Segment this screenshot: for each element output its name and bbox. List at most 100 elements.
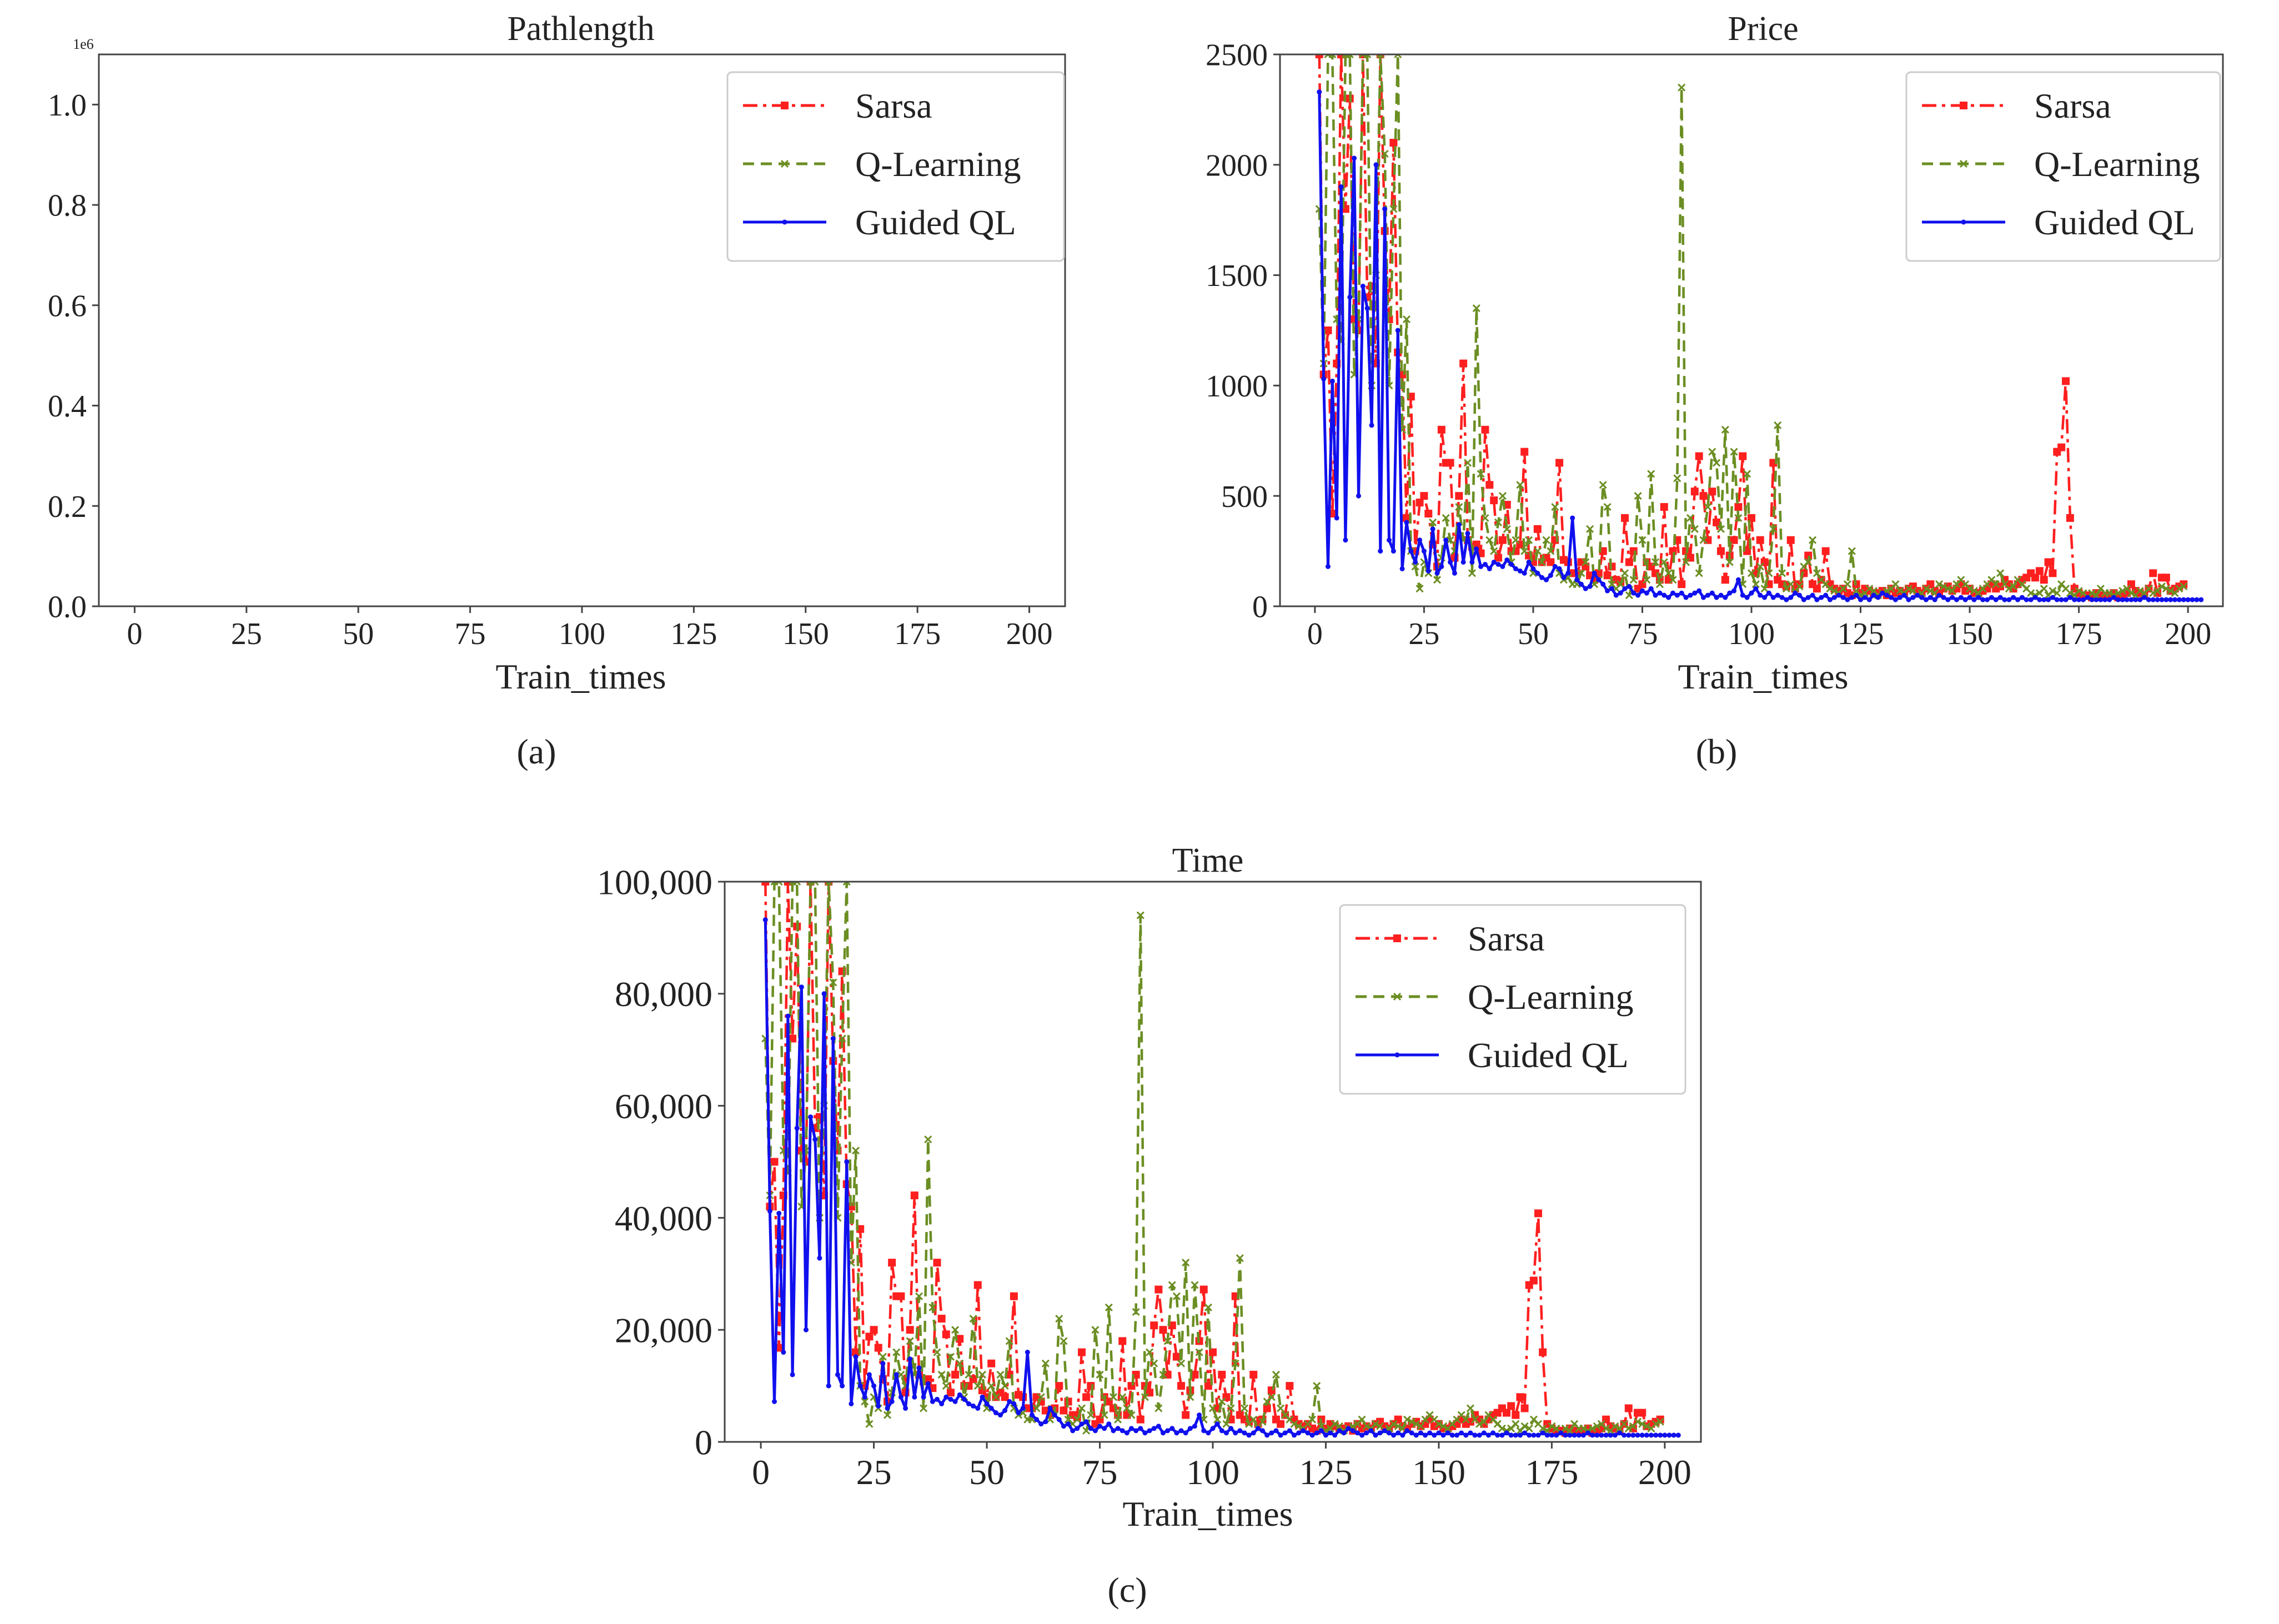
panel-b-point-q_learning	[2088, 589, 2096, 597]
panel-b-point-guided_ql	[1487, 566, 1492, 571]
panel-c-xtick-label: 0	[752, 1452, 770, 1492]
panel-b-point-q_learning	[1774, 421, 1782, 430]
panel-b-point-q_learning	[1629, 576, 1638, 584]
panel-b-point-guided_ql	[2019, 595, 2025, 600]
panel-b-point-q_learning	[2180, 582, 2188, 591]
panel-c-point-guided_ql	[1323, 1432, 1328, 1438]
panel-b-point-q_learning	[1346, 54, 1354, 59]
panel-c-point-guided_ql	[1554, 1432, 1559, 1438]
panel-b-legend-marker-q_learning	[1959, 159, 1968, 168]
panel-c-point-sarsa	[1182, 1411, 1190, 1419]
panel-c-point-guided_ql	[975, 1405, 981, 1411]
panel-b-point-guided_ql	[2063, 597, 2069, 602]
panel-b-ytick-label: 500	[1221, 480, 1268, 514]
panel-b-point-q_learning	[1494, 518, 1503, 526]
panel-c-point-guided_ql	[1120, 1428, 1125, 1434]
panel-c-point-guided_ql	[1535, 1432, 1541, 1438]
panel-b-point-guided_ql	[1609, 586, 1614, 591]
panel-c-ytick-label: 100,000	[597, 862, 712, 902]
panel-b-point-guided_ql	[1744, 595, 1750, 600]
panel-c-point-q_learning	[951, 1326, 960, 1334]
panel-b-point-guided_ql	[1714, 595, 1719, 600]
panel-c-point-guided_ql	[930, 1399, 935, 1404]
panel-c-point-guided_ql	[1449, 1432, 1455, 1438]
panel-c-point-guided_ql	[1219, 1428, 1224, 1434]
panel-a-xtick-label: 0	[127, 617, 142, 651]
panel-b-point-guided_ql	[1413, 559, 1418, 565]
panel-b-point-guided_ql	[1530, 566, 1536, 571]
panel-b-point-sarsa	[1603, 571, 1612, 580]
panel-c-xtick-label: 200	[1638, 1452, 1691, 1492]
panel-c-point-guided_ql	[1282, 1430, 1288, 1436]
panel-c-point-guided_ql	[1142, 1430, 1148, 1436]
panel-c-point-guided_ql	[880, 1361, 886, 1366]
panel-c-point-guided_ql	[1404, 1428, 1410, 1434]
panel-c-point-guided_ql	[840, 1383, 845, 1389]
panel-c-point-q_learning	[1132, 1308, 1140, 1316]
panel-b-point-sarsa	[2057, 443, 2066, 451]
panel-c-point-q_learning	[1204, 1303, 1212, 1311]
panel-c-caption: (c)	[1107, 1570, 1147, 1610]
panel-b-point-guided_ql	[2080, 597, 2086, 602]
panel-a-caption: (a)	[516, 732, 556, 771]
panel-c-point-q_learning	[1150, 1359, 1158, 1367]
panel-c-point-guided_ql	[1508, 1432, 1514, 1438]
panel-c-ytick-label: 60,000	[615, 1087, 712, 1126]
panel-b-point-q_learning	[1891, 580, 1900, 589]
panel-c-point-q_learning	[1512, 1420, 1520, 1428]
panel-a-ytick-label: 0.6	[48, 289, 87, 323]
panel-b-point-guided_ql	[1644, 590, 1649, 596]
panel-b-point-guided_ql	[2107, 597, 2112, 602]
panel-b-point-sarsa	[1730, 536, 1738, 544]
panel-b-point-q_learning	[1922, 585, 1930, 593]
panel-c-legend-label-guided_ql: Guided QL	[1468, 1035, 1629, 1075]
panel-c-point-guided_ql	[1201, 1428, 1207, 1434]
panel-c-ytick-label: 40,000	[615, 1199, 712, 1238]
panel-c-point-sarsa	[1512, 1411, 1520, 1419]
panel-c-point-guided_ql	[1617, 1430, 1622, 1436]
panel-b-point-q_learning	[1690, 525, 1699, 533]
panel-b-point-guided_ql	[1927, 595, 1933, 600]
panel-c-point-q_learning	[1408, 1417, 1416, 1426]
panel-c-point-guided_ql	[1292, 1432, 1297, 1438]
panel-c-point-guided_ql	[844, 1159, 850, 1164]
panel-c-point-guided_ql	[1485, 1432, 1491, 1438]
panel-b-ytick-label: 1000	[1206, 369, 1268, 404]
panel-b-point-guided_ql	[1666, 595, 1671, 600]
panel-c-point-guided_ql	[885, 1405, 890, 1411]
panel-b-ytick-label: 0	[1252, 590, 1268, 625]
panel-b-point-guided_ql	[2076, 597, 2082, 602]
panel-b-point-guided_ql	[1587, 584, 1593, 589]
panel-a-xtick-label: 100	[559, 617, 605, 651]
panel-c-point-guided_ql	[1332, 1432, 1338, 1438]
panel-b-point-guided_ql	[2067, 595, 2073, 600]
panel-b-point-q_learning	[1713, 459, 1721, 467]
panel-c-point-sarsa	[1001, 1393, 1009, 1401]
panel-c-point-q_learning	[1163, 1337, 1172, 1345]
panel-c-point-q_learning	[973, 1382, 982, 1390]
panel-c-point-sarsa	[1638, 1409, 1646, 1417]
panel-a-xtick-label: 25	[231, 617, 262, 651]
panel-b-point-guided_ql	[1360, 283, 1366, 289]
panel-b-point-q_learning	[1498, 492, 1507, 500]
panel-c-point-sarsa	[789, 1034, 797, 1043]
panel-c-point-guided_ql	[980, 1394, 985, 1400]
panel-b-point-guided_ql	[2137, 597, 2143, 602]
panel-b-point-guided_ql	[1369, 423, 1374, 428]
panel-c-point-q_learning	[1362, 1422, 1371, 1430]
panel-c-point-guided_ql	[1639, 1432, 1645, 1438]
panel-b-xtick-label: 0	[1307, 617, 1323, 651]
panel-c-point-q_learning	[793, 882, 801, 886]
panel-c-point-sarsa	[897, 1292, 905, 1300]
panel-b-point-guided_ql	[2124, 597, 2130, 602]
panel-c-point-guided_ql	[1251, 1430, 1256, 1436]
panel-b-point-q_learning	[1582, 558, 1590, 566]
panel-b-point-guided_ql	[1889, 595, 1894, 600]
panel-c-plot-area: 0 25 50 75 100 125 150 175 200 0 20,000 40,000 60,00…	[597, 862, 1702, 1492]
panel-a-legend-marker-q_learning	[780, 159, 789, 168]
panel-b-point-guided_ql	[2089, 597, 2095, 602]
panel-b-point-guided_ql	[1387, 537, 1392, 543]
panel-b-xtick-label: 25	[1408, 617, 1439, 651]
panel-b-point-guided_ql	[1854, 592, 1859, 598]
panel-b-point-guided_ql	[1919, 595, 1925, 600]
